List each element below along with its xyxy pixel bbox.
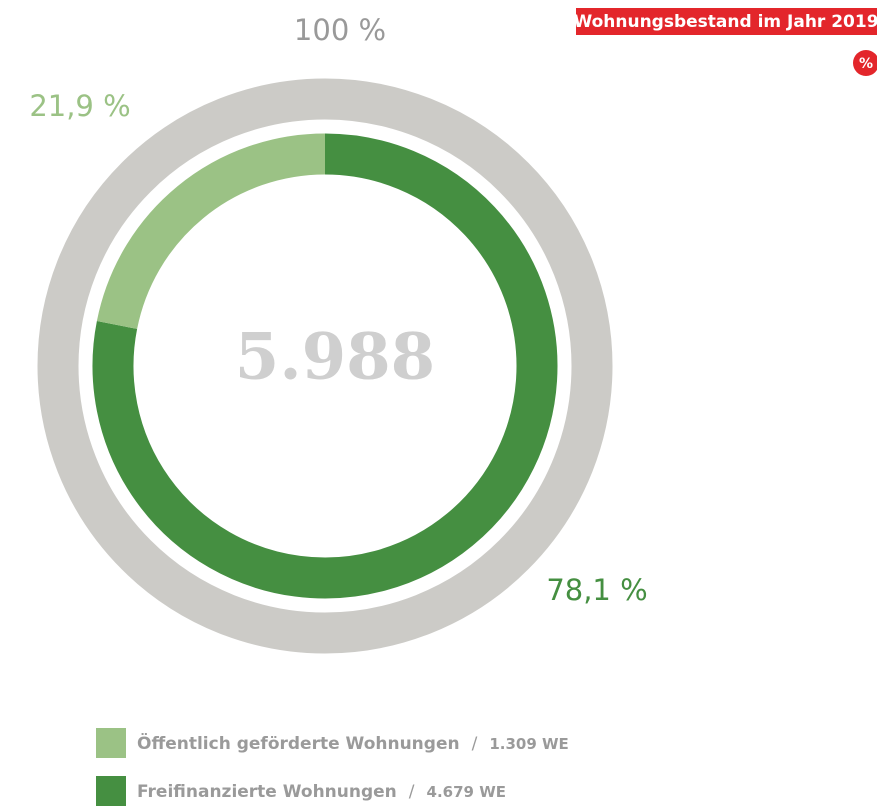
badge[interactable] [853,50,877,76]
value-label: 78,1 % [546,573,647,607]
ring-total-label: 100 % [294,13,386,47]
legend-swatch [96,776,126,806]
legend-count: 4.679 WE [427,783,506,801]
legend-count: 1.309 WE [489,735,568,753]
title-box [576,8,877,35]
donut-segment [96,133,326,330]
legend-name: Öffentlich geförderte Wohnungen [137,732,460,754]
legend-swatch [96,728,126,758]
legend-name: Freifinanzierte Wohnungen [137,782,397,802]
value-label: 21,9 % [29,89,130,123]
legend-separator: / [409,782,415,802]
badge-label[interactable]: % [859,56,873,72]
donut-segment [92,133,558,599]
legend-label: Freifinanzierte Wohnungen / 4.679 WE [137,782,506,802]
legend-label: Öffentlich geförderte Wohnungen / 1.309 WE [137,732,569,754]
legend-separator: / [472,734,478,754]
outer-ring [37,78,613,654]
total-label: 5.988 [235,320,435,395]
chart-title: Wohnungsbestand im Jahr 2019 [573,12,877,32]
